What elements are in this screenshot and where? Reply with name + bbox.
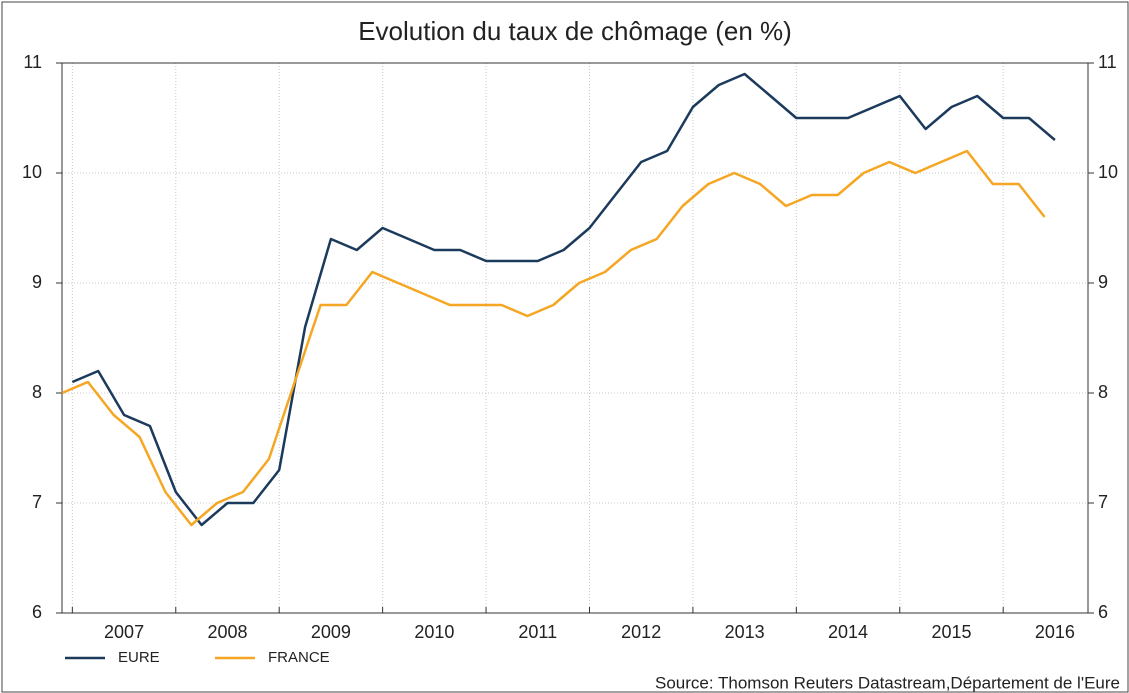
y2-tick-label: 9 [1098, 272, 1108, 292]
y2-tick-label: 11 [1098, 52, 1117, 72]
series-line [71, 72, 1056, 527]
y2-tick-label: 10 [1098, 162, 1118, 182]
y2-tick-label: 6 [1098, 602, 1108, 622]
y-tick-label: 7 [32, 492, 42, 512]
legend-label: EURE [118, 649, 160, 666]
y-tick-label: 8 [32, 382, 42, 402]
legend-label: FRANCE [268, 649, 330, 666]
x-tick-label: 2009 [311, 622, 351, 642]
x-tick-label: 2008 [207, 622, 247, 642]
x-tick-label: 2011 [518, 622, 557, 642]
series-line [61, 149, 1046, 527]
x-tick-label: 2015 [931, 622, 971, 642]
plot-frame [61, 62, 1089, 614]
y-tick-label: 11 [23, 52, 42, 72]
y-tick-label: 6 [32, 602, 42, 622]
y2-tick-label: 7 [1098, 492, 1108, 512]
x-tick-label: 2010 [414, 622, 454, 642]
x-tick-label: 2007 [104, 622, 144, 642]
x-tick-label: 2012 [621, 622, 661, 642]
x-tick-label: 2013 [725, 622, 765, 642]
chart-title: Evolution du taux de chômage (en %) [358, 16, 792, 46]
y-tick-label: 10 [22, 162, 42, 182]
source: Source: Thomson Reuters Datastream,Dépar… [655, 673, 1120, 692]
y-tick-label: 9 [32, 272, 42, 292]
y2-tick-label: 8 [1098, 382, 1108, 402]
x-tick-label: 2014 [828, 622, 868, 642]
x-tick-label: 2016 [1035, 622, 1075, 642]
